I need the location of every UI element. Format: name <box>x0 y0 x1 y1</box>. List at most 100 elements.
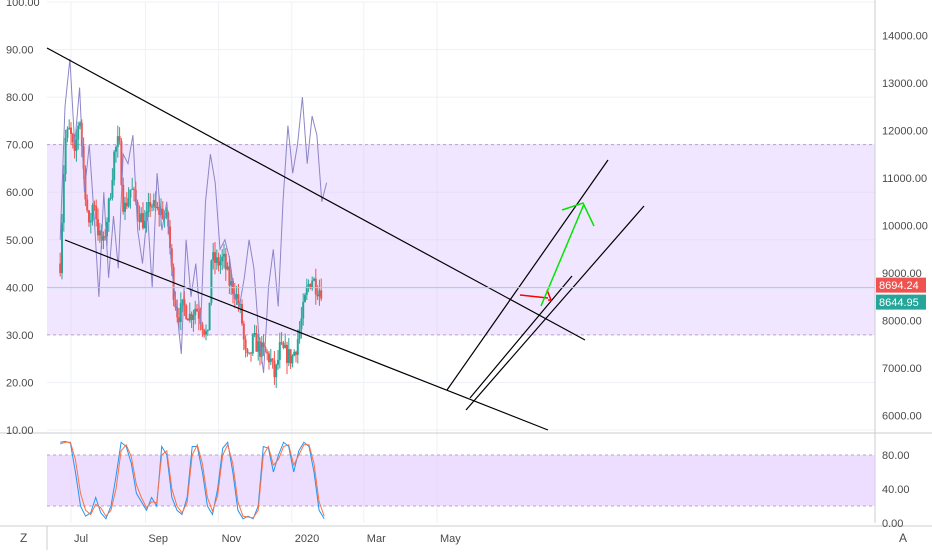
candle <box>295 350 297 363</box>
candle <box>302 293 305 326</box>
candle-body <box>307 284 310 287</box>
candle <box>62 165 65 232</box>
left-axis-tick: 30.00 <box>6 330 34 342</box>
candle-body <box>284 344 287 348</box>
candle <box>129 189 132 209</box>
candle <box>183 290 186 317</box>
channel-lower-line[interactable] <box>465 205 645 411</box>
candle <box>311 276 314 291</box>
candle <box>149 193 152 218</box>
candle-body <box>127 197 130 207</box>
candle <box>320 278 323 302</box>
right-axis-tick: 8000.00 <box>882 316 922 328</box>
candle <box>192 309 195 332</box>
channel-upper-line[interactable] <box>446 159 609 391</box>
candle <box>284 333 287 349</box>
candle-body <box>291 355 294 364</box>
candle-body <box>152 200 155 207</box>
candle-body <box>235 294 238 299</box>
candle <box>293 349 296 357</box>
left-axis-tick: 10.00 <box>6 425 34 437</box>
candle <box>296 329 299 364</box>
candle-body <box>66 129 69 138</box>
candle <box>314 268 317 305</box>
candle-body <box>253 333 256 336</box>
candle <box>104 229 107 241</box>
candle <box>286 341 288 375</box>
candle-body <box>257 341 260 352</box>
candle-body <box>298 329 301 340</box>
last-price-label: 8644.95 <box>879 297 919 309</box>
candle-body <box>147 202 150 213</box>
x-axis-tick: May <box>440 533 461 545</box>
candle <box>122 177 125 215</box>
candle <box>244 335 247 358</box>
candle-body <box>295 351 297 355</box>
candle-body <box>280 342 283 344</box>
candle <box>127 187 130 208</box>
candle-body <box>296 339 299 355</box>
candle-body <box>163 216 166 219</box>
lower-wedge-trendline[interactable] <box>64 239 549 431</box>
auto-scale-button[interactable]: A <box>899 531 907 545</box>
candle <box>86 194 89 213</box>
candle-body <box>86 199 89 211</box>
candle-body <box>61 222 63 274</box>
candle-body <box>287 349 290 363</box>
last-price-badge <box>876 277 926 293</box>
candle-body <box>224 253 227 270</box>
stoch-d-line <box>60 441 325 519</box>
candle-body <box>140 213 143 223</box>
candle-body <box>178 317 180 323</box>
candle-body <box>217 257 220 266</box>
candle-body <box>246 349 249 354</box>
candle-body <box>118 136 121 142</box>
candle-body <box>275 364 278 378</box>
stoch-k-line <box>60 440 325 520</box>
green-arrow-head <box>561 202 595 227</box>
candle-body <box>250 352 252 354</box>
candle <box>280 331 283 346</box>
x-axis-tick: Nov <box>222 533 242 545</box>
channel-inner-line[interactable] <box>469 275 573 399</box>
candle <box>116 125 119 158</box>
candle <box>307 279 310 293</box>
candle <box>88 209 90 227</box>
candle <box>156 201 159 211</box>
candle-body <box>71 134 74 143</box>
candle <box>93 200 96 211</box>
candle <box>75 128 78 162</box>
candle <box>313 277 315 282</box>
candle-body <box>82 146 85 169</box>
candle <box>188 302 191 323</box>
candle-body <box>138 214 141 223</box>
upper-wedge-trendline[interactable] <box>46 47 586 341</box>
red-arrow <box>519 294 549 299</box>
osc-axis-tick: 0.00 <box>882 518 903 530</box>
candle-body <box>107 198 110 223</box>
scale-mode-button[interactable]: Z <box>20 531 27 545</box>
candle-body <box>305 286 308 295</box>
candle <box>95 199 98 227</box>
candle-body <box>95 205 98 220</box>
candle <box>79 121 81 130</box>
candle <box>210 259 213 306</box>
candle-body <box>226 266 229 270</box>
candle-body <box>197 311 200 319</box>
candle <box>212 242 215 270</box>
candle-body <box>286 344 288 363</box>
candle-body <box>120 141 123 185</box>
candle-body <box>88 210 90 223</box>
left-axis-tick: 80.00 <box>6 92 34 104</box>
candle-body <box>289 349 292 364</box>
candle <box>133 186 135 202</box>
candle-body <box>136 202 139 215</box>
candle-body <box>187 318 189 321</box>
candle-body <box>169 226 171 249</box>
candle-body <box>206 330 209 332</box>
candle-body <box>156 206 159 208</box>
candle <box>255 325 258 352</box>
candle <box>253 324 256 338</box>
candle-body <box>149 202 152 207</box>
